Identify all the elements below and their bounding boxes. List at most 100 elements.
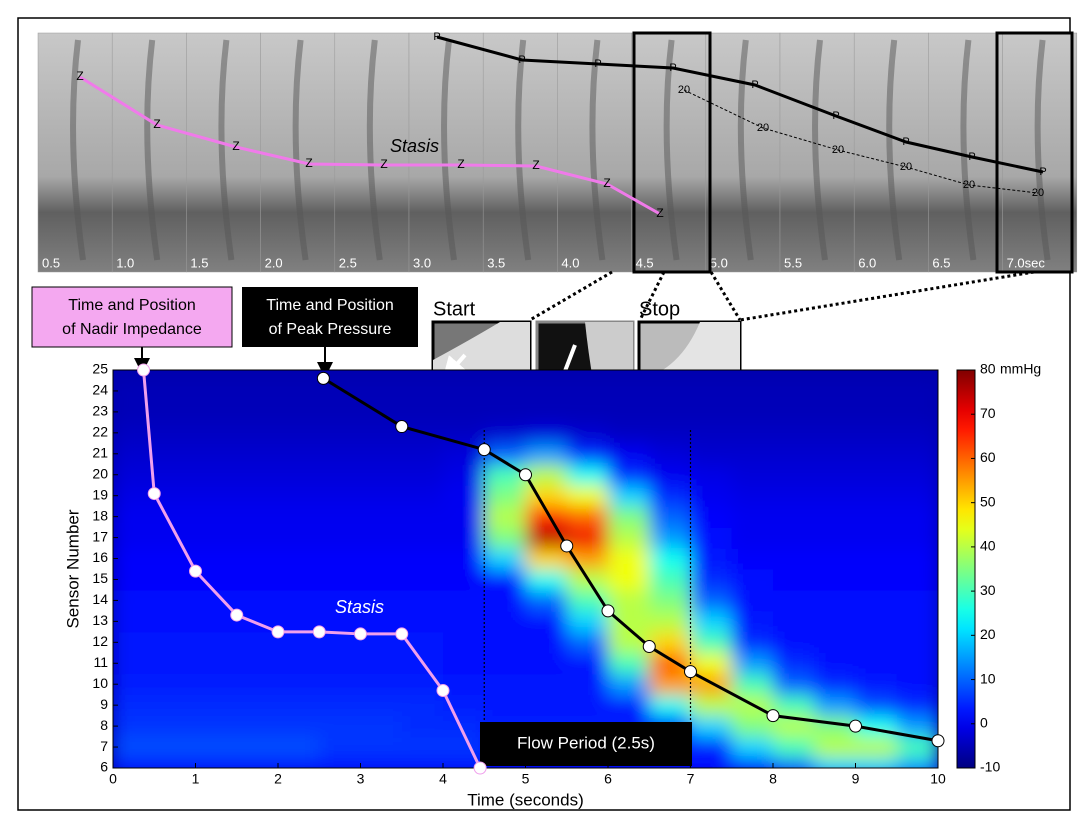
heatmap-cell (526, 611, 568, 632)
heatmap-cell (649, 443, 691, 464)
heatmap-cell (278, 653, 320, 674)
heatmap-cell (154, 590, 196, 611)
p-marker: P (433, 31, 440, 43)
heatmap-cell (361, 716, 403, 737)
frame-label: 1.5 (190, 255, 208, 270)
heatmap-cell (319, 401, 361, 422)
heatmap-cell (361, 464, 403, 485)
x-tick-label: 2 (274, 771, 282, 787)
heatmap-cell (278, 590, 320, 611)
trace-point (313, 626, 325, 638)
heatmap-cell (732, 380, 774, 401)
z-marker: Z (305, 156, 312, 170)
frame-label: 6.0 (858, 255, 876, 270)
heatmap-cell (237, 401, 279, 422)
heatmap-cell (319, 674, 361, 695)
frame-label: 4.5 (636, 255, 654, 270)
heatmap-cell (732, 443, 774, 464)
contour-marker: 20 (1032, 187, 1044, 199)
heatmap-cell (443, 527, 485, 548)
heatmap-cell (319, 695, 361, 716)
trace-point (396, 628, 408, 640)
heatmap-cell (113, 611, 155, 632)
heatmap-cell (361, 527, 403, 548)
frame-label: 6.5 (932, 255, 950, 270)
heatmap-cell (856, 590, 898, 611)
heatmap-cell (278, 674, 320, 695)
trace-point (474, 762, 486, 774)
y-tick-label: 22 (92, 424, 108, 440)
heatmap-cell (814, 527, 856, 548)
heatmap-cell (526, 674, 568, 695)
heatmap-cell (154, 464, 196, 485)
heatmap-cell (443, 401, 485, 422)
y-tick-label: 11 (93, 654, 108, 670)
heatmap-cell (319, 737, 361, 758)
heatmap-cell (402, 695, 444, 716)
heatmap-cell (278, 716, 320, 737)
heatmap-cell (732, 422, 774, 443)
heatmap-cell (443, 653, 485, 674)
heatmap-cell (773, 653, 815, 674)
heatmap-cell (402, 464, 444, 485)
heatmap-cell (856, 548, 898, 569)
y-tick-label: 20 (92, 465, 108, 481)
heatmap-cell (773, 632, 815, 653)
heatmap-cell (567, 464, 609, 485)
heatmap-cell (897, 443, 939, 464)
y-tick-label: 7 (100, 738, 108, 754)
heatmap-cell (484, 401, 526, 422)
p-marker: P (518, 54, 525, 66)
heatmap-cell (237, 548, 279, 569)
heatmap-cell (773, 737, 815, 758)
heatmap-cell (526, 653, 568, 674)
z-marker: Z (457, 157, 464, 171)
stasis-label: Stasis (390, 136, 439, 156)
heatmap-cell (443, 590, 485, 611)
heatmap-cell (814, 653, 856, 674)
x-axis-label: Time (seconds) (467, 790, 584, 809)
y-tick-label: 8 (100, 717, 108, 733)
heatmap-cell (773, 485, 815, 506)
heatmap-cell (649, 611, 691, 632)
frame-label: 3.0 (413, 255, 431, 270)
x-tick-label: 5 (522, 771, 530, 787)
heatmap-cell (113, 653, 155, 674)
heatmap-cell (814, 737, 856, 758)
x-tick-label: 4 (439, 771, 447, 787)
heatmap-cell (773, 422, 815, 443)
y-tick-label: 16 (92, 549, 108, 565)
heatmap-cell (237, 464, 279, 485)
stasis-label: Stasis (335, 597, 384, 617)
heatmap-cell (691, 527, 733, 548)
y-tick-label: 24 (92, 382, 108, 398)
heatmap-cell (526, 548, 568, 569)
heatmap-cell (196, 485, 238, 506)
heatmap-cell (897, 464, 939, 485)
frame-label: 0.5 (42, 255, 60, 270)
heatmap-cell (691, 695, 733, 716)
heatmap-cell (897, 611, 939, 632)
heatmap-cells (113, 360, 939, 779)
colorbar-unit: mmHg (1000, 361, 1041, 377)
heatmap-cell (608, 380, 650, 401)
heatmap-cell (897, 485, 939, 506)
heatmap-cell (361, 674, 403, 695)
z-marker: Z (532, 158, 539, 172)
p-marker: P (594, 58, 601, 70)
heatmap-cell (691, 632, 733, 653)
heatmap-cell (154, 506, 196, 527)
p-marker: P (751, 79, 758, 91)
heatmap-cell (196, 401, 238, 422)
heatmap-cell (237, 443, 279, 464)
heatmap-cell (732, 506, 774, 527)
heatmap-cell (484, 548, 526, 569)
heatmap-cell (814, 548, 856, 569)
trace-point (437, 684, 449, 696)
frame-label: 2.5 (339, 255, 357, 270)
heatmap-cell (196, 716, 238, 737)
heatmap-cell (319, 485, 361, 506)
heatmap-cell (278, 569, 320, 590)
heatmap-cell (319, 653, 361, 674)
heatmap-cell (814, 422, 856, 443)
